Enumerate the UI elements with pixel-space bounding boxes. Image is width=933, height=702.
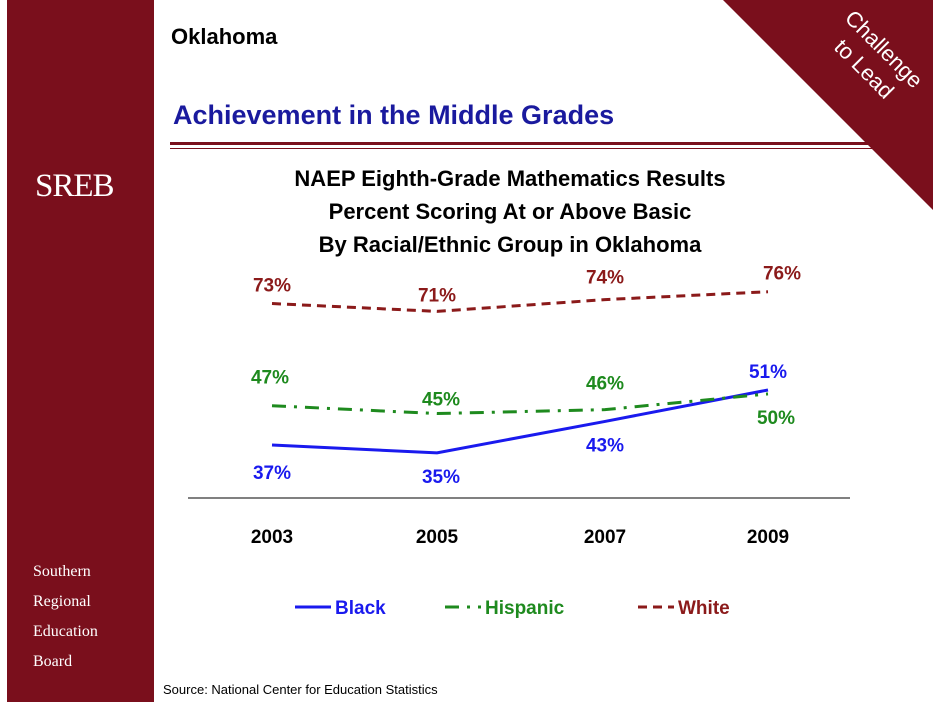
data-label: 50% <box>757 408 795 429</box>
x-tick-label: 2009 <box>747 527 789 548</box>
chart-title-line-2: Percent Scoring At or Above Basic <box>328 199 692 224</box>
state-title: Oklahoma <box>171 24 278 49</box>
org-name-line: Regional <box>33 593 91 610</box>
page-heading: Achievement in the Middle Grades <box>173 100 615 130</box>
data-label: 43% <box>586 435 624 456</box>
data-label: 35% <box>422 467 460 488</box>
data-label: 37% <box>253 463 291 484</box>
heading-divider <box>170 142 920 145</box>
chart-title-line-1: NAEP Eighth-Grade Mathematics Results <box>294 166 726 191</box>
series-line-white <box>271 290 769 313</box>
sidebar: SREB Southern Regional Education Board <box>7 0 154 702</box>
org-name-line: Education <box>33 623 98 640</box>
sreb-logo: SREB <box>35 168 115 204</box>
org-name-line: Board <box>33 653 73 670</box>
data-label: 76% <box>763 264 801 285</box>
x-tick-label: 2003 <box>251 527 293 548</box>
challenge-to-lead-banner: Challenge to Lead <box>723 0 933 210</box>
source-note: Source: National Center for Education St… <box>163 682 438 697</box>
org-name-line: Southern <box>33 563 91 580</box>
data-label: 51% <box>749 362 787 383</box>
legend-label: Black <box>335 598 386 619</box>
data-label: 47% <box>251 368 289 389</box>
legend-label: White <box>678 598 730 619</box>
data-label: 45% <box>422 390 460 411</box>
x-tick-label: 2005 <box>416 527 459 548</box>
chart-title-line-3: By Racial/Ethnic Group in Oklahoma <box>318 232 702 257</box>
heading-divider-thin <box>170 148 920 149</box>
data-label: 74% <box>586 268 624 289</box>
legend-label: Hispanic <box>485 598 565 619</box>
data-label: 71% <box>418 285 456 306</box>
x-tick-label: 2007 <box>584 527 626 548</box>
series-line-black <box>271 388 769 455</box>
data-label: 46% <box>586 374 624 395</box>
data-label: 73% <box>253 276 291 297</box>
